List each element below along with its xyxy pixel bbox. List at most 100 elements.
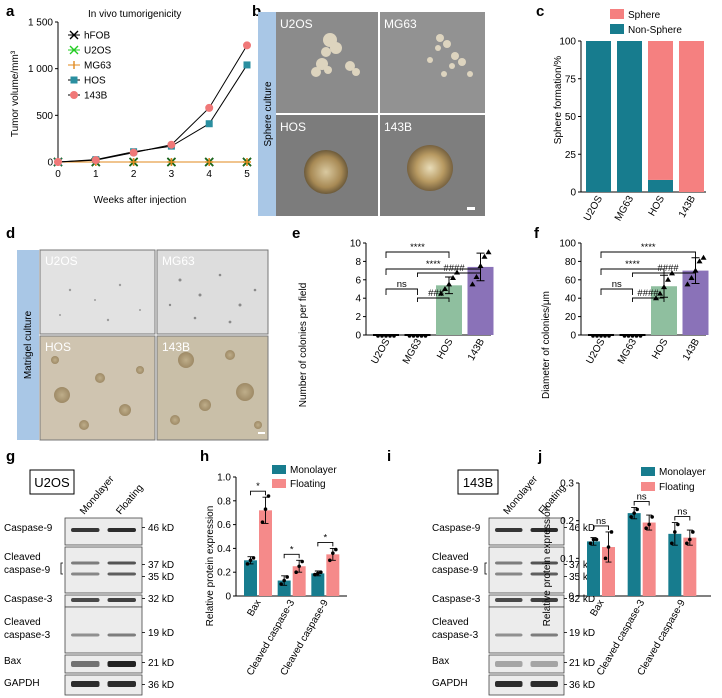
data-point [334, 547, 338, 552]
blot-g-band [71, 661, 100, 667]
blot-g-row-label: caspase-3 [4, 630, 51, 641]
legend-marker-hfob [69, 30, 79, 40]
legend-label-hos: HOS [84, 76, 106, 87]
blot-g-kd-label: 37 kD [148, 560, 174, 571]
data-point-u2os [599, 334, 603, 338]
significance-label: * [323, 532, 327, 543]
point-143b [205, 103, 214, 112]
data-point [251, 556, 256, 560]
data-point [279, 582, 283, 586]
legend-swatch-floating [641, 482, 655, 491]
blot-i-kd-label: 35 kD [569, 572, 595, 583]
data-point-mg63 [419, 334, 424, 338]
significance-bracket [600, 251, 696, 258]
data-point-mg63 [630, 334, 635, 338]
error-bar [646, 514, 653, 531]
data-point [248, 558, 253, 563]
bar-floating-0 [259, 510, 272, 596]
matrigel-tile-mg63 [156, 249, 269, 335]
data-point-143b [481, 253, 488, 259]
legend-label-sphere: Sphere [628, 10, 661, 21]
point-mg63 [243, 158, 251, 166]
chart-j-ytick-label: 0.3 [560, 479, 574, 490]
data-point [609, 530, 614, 534]
data-point [591, 537, 596, 542]
data-point-143b [473, 274, 480, 280]
legend-marker-143b [70, 91, 78, 99]
matrigel-side-band [17, 250, 39, 440]
data-point-143b [477, 263, 484, 268]
bar-nonsphere-u2os [586, 41, 611, 192]
data-point-143b [485, 249, 492, 255]
blot-g-kd-label: 36 kD [148, 680, 174, 691]
chart-a-title: In vivo tumorigenicity [88, 9, 181, 20]
chart-c-ytick-label: 0 [570, 188, 576, 199]
point-143b [167, 140, 176, 149]
point-hos [243, 61, 251, 69]
panel-label-i: i [387, 448, 391, 465]
blot-g-band [107, 661, 136, 667]
bar-monolayer-0 [587, 541, 600, 596]
data-point-u2os [388, 334, 392, 338]
data-point [263, 507, 268, 511]
blot-i-cell-line-box [457, 469, 499, 495]
data-point-hos [446, 281, 452, 287]
bar-sphere-hos [648, 41, 673, 180]
chart-h-ytick-label: 0.4 [217, 544, 231, 555]
data-point [632, 511, 636, 515]
blot-i-row-label: Caspase-9 [432, 523, 481, 534]
chart-e-ytick-label: 2 [355, 312, 361, 323]
legend-label-nonsphere: Non-Sphere [628, 25, 682, 36]
chart-a-xtick-label: 3 [169, 169, 175, 180]
panel-label-f: f [534, 225, 540, 242]
data-point-hos [657, 290, 663, 296]
blot-g-band [71, 598, 100, 602]
blot-i-band [495, 598, 523, 602]
panel-label-a: a [6, 3, 15, 20]
blot-g-band [107, 598, 136, 602]
bar-nonsphere-hos [648, 179, 673, 192]
significance-label: ns [677, 507, 687, 518]
chart-a-ylabel: Tumor volume/mm³ [10, 50, 21, 137]
blot-i-band [530, 598, 558, 602]
chart-f-xtick-label: U2OS [584, 337, 607, 366]
chart-a-ytick-label: 0 [47, 158, 53, 169]
blot-i-cell-line-label: 143B [463, 475, 493, 490]
chart-c-xtick-label: HOS [647, 194, 668, 219]
chart-c-ytick-label: 25 [565, 150, 577, 161]
data-point-143b [684, 281, 691, 287]
significance-label: * [290, 544, 294, 555]
bar-monolayer-2 [668, 533, 682, 596]
blot-i-kd-label: 21 kD [569, 658, 595, 669]
bar-floating-2 [683, 537, 697, 596]
data-point [285, 575, 289, 579]
blot-g-cell-line-box [29, 469, 75, 495]
143b-protein-expression-chart: Relative protein expression 0 0.1 0.2 0.3 ns… [542, 467, 711, 678]
data-point-mg63 [423, 334, 428, 338]
scale-bar-d [258, 432, 265, 434]
blot-g-band [107, 528, 136, 532]
blot-g-row-label: Caspase-3 [4, 594, 53, 605]
significance-label: ns [612, 279, 622, 290]
significance-bracket [385, 288, 418, 295]
chart-a-xtick-label: 4 [206, 169, 212, 180]
chart-f-xtick-label: HOS [650, 337, 671, 362]
matrigel-tile-label-143b: 143B [162, 340, 190, 354]
blot-i-blot-strip [488, 606, 565, 654]
significance-label: **** [625, 259, 640, 270]
blot-g-row-label: Cleaved [4, 552, 41, 563]
chart-a-ytick-label: 1 500 [28, 18, 53, 29]
point-mg63 [205, 158, 214, 166]
data-point-u2os [607, 334, 611, 338]
panel-label-b: b [252, 3, 261, 20]
blot-i-blot-strip [488, 546, 565, 594]
western-blot-143b: 143B MonolayerFloatingCaspase-9Cleavedcas… [432, 469, 595, 696]
chart-f-xtick-label: MG63 [616, 337, 639, 366]
blot-g-kd-label: 32 kD [148, 594, 174, 605]
data-point [603, 556, 608, 561]
data-point [685, 541, 689, 546]
blot-i-band [495, 528, 523, 532]
chart-e-ylabel: Number of colonies per field [298, 283, 309, 408]
chart-f-ytick-label: 40 [565, 294, 577, 305]
blot-i-band [530, 661, 558, 667]
